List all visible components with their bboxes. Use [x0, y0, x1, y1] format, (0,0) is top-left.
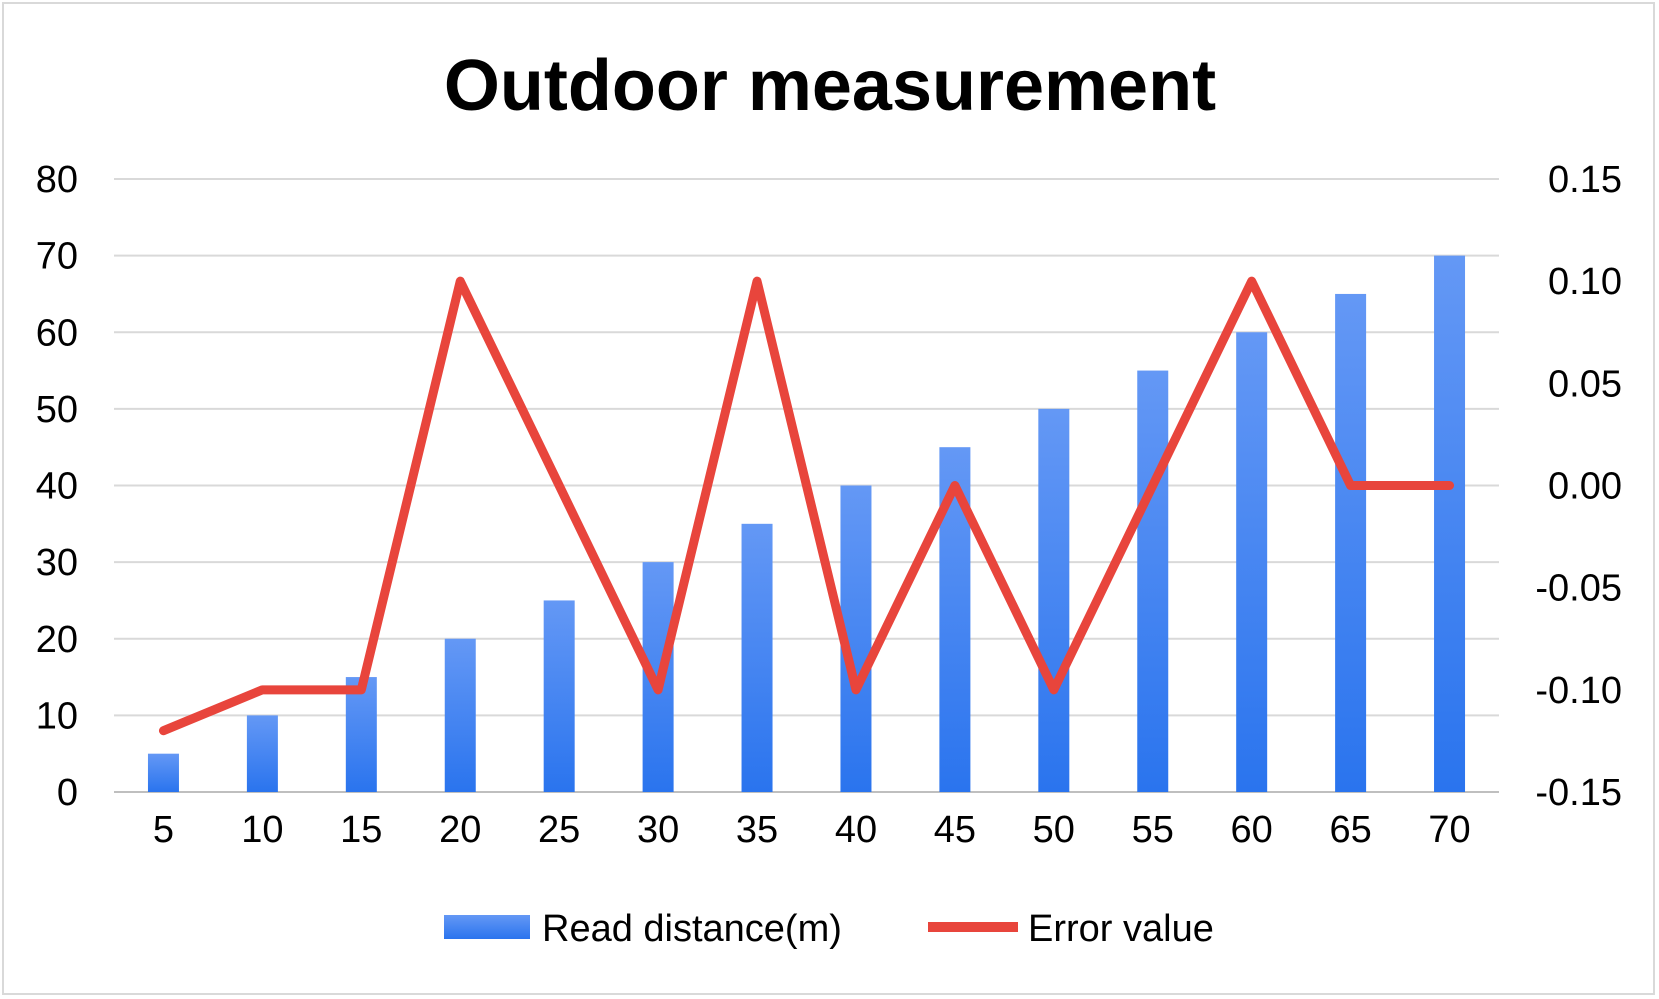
y-left-tick-label: 60: [36, 312, 78, 354]
bar: [1038, 408, 1070, 792]
bar: [147, 753, 179, 792]
x-tick-label: 10: [241, 809, 283, 851]
line-point: [1151, 484, 1154, 487]
x-tick-label: 55: [1132, 809, 1174, 851]
bar: [1434, 255, 1466, 792]
x-tick-label: 50: [1033, 809, 1075, 851]
x-tick-label: 65: [1329, 809, 1371, 851]
y-right-tick-label: 0.10: [1548, 261, 1622, 303]
line-series: [158, 276, 1455, 736]
line-point: [1250, 280, 1253, 283]
y-left-tick-label: 50: [36, 389, 78, 431]
x-tick-label: 45: [934, 809, 976, 851]
x-tick-label: 25: [538, 809, 580, 851]
line-point: [953, 484, 956, 487]
y-left-tick-label: 30: [36, 542, 78, 584]
y-right-tick-label: 0.00: [1548, 466, 1622, 508]
line-point: [756, 280, 759, 283]
legend-swatch-read-distance: [444, 915, 530, 939]
chart-svg: Outdoor measurement 0 10 20 30 40 50 60 70 80 -0…: [36, 46, 1622, 950]
y-left-tick-label: 40: [36, 466, 78, 508]
line-point: [1052, 688, 1055, 691]
bar: [543, 600, 575, 792]
line-point: [657, 688, 660, 691]
y-right-tick-label: -0.10: [1535, 670, 1622, 712]
y-left-tick-label: 0: [57, 772, 78, 814]
x-tick-label: 70: [1428, 809, 1470, 851]
y-axis-left: 0 10 20 30 40 50 60 70 80: [36, 159, 78, 814]
x-tick-label: 20: [439, 809, 481, 851]
x-axis: 5 10 15 20 25 30 35 40 45 50 55 60 65 70: [153, 809, 1471, 851]
y-left-tick-label: 80: [36, 159, 78, 201]
legend-label-read-distance: Read distance(m): [542, 908, 842, 950]
bar: [246, 715, 278, 792]
y-left-tick-label: 20: [36, 619, 78, 661]
bar: [1335, 293, 1367, 792]
bar: [1137, 370, 1169, 792]
y-right-tick-label: -0.05: [1535, 568, 1622, 610]
y-right-tick-label: 0.05: [1548, 363, 1622, 405]
line-point: [162, 729, 165, 732]
bar: [345, 677, 377, 792]
x-tick-label: 60: [1231, 809, 1273, 851]
bar: [1236, 332, 1268, 792]
error-value-line: [158, 276, 1455, 736]
x-tick-label: 30: [637, 809, 679, 851]
x-tick-label: 35: [736, 809, 778, 851]
line-point: [360, 688, 363, 691]
line-point: [558, 484, 561, 487]
y-right-tick-label: 0.15: [1548, 159, 1622, 201]
line-point: [854, 688, 857, 691]
line-point: [1349, 484, 1352, 487]
x-tick-label: 15: [340, 809, 382, 851]
y-right-tick-label: -0.15: [1535, 772, 1622, 814]
y-left-tick-label: 10: [36, 695, 78, 737]
legend: Read distance(m) Error value: [444, 908, 1214, 950]
x-tick-label: 5: [153, 809, 174, 851]
bar: [444, 638, 476, 792]
x-tick-label: 40: [835, 809, 877, 851]
line-point: [459, 280, 462, 283]
line-point: [261, 688, 264, 691]
y-left-tick-label: 70: [36, 236, 78, 278]
bar-series: [147, 255, 1466, 792]
bar: [741, 523, 773, 792]
legend-label-error-value: Error value: [1028, 908, 1214, 950]
line-point: [1448, 484, 1451, 487]
y-axis-right: -0.15 -0.10 -0.05 0.00 0.05 0.10 0.15: [1535, 159, 1622, 814]
chart-title: Outdoor measurement: [444, 46, 1216, 126]
